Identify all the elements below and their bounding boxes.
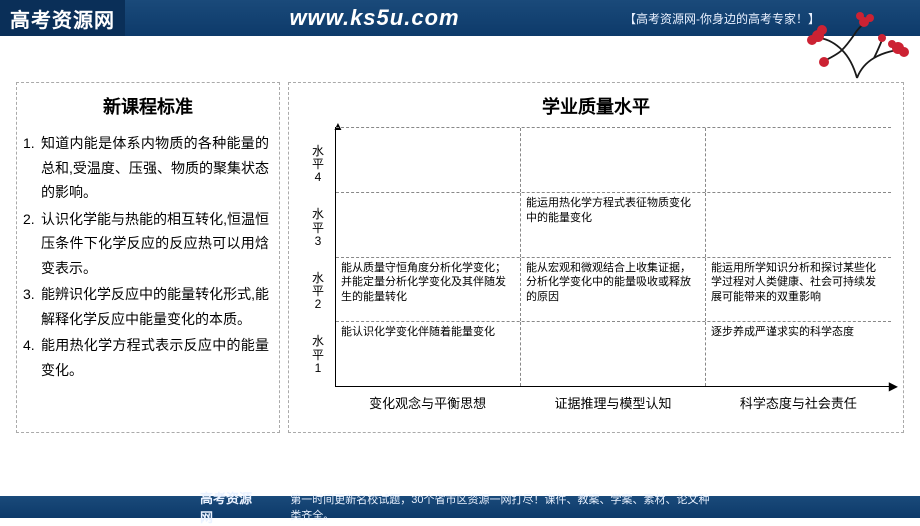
standards-list: 1. 知道内能是体系内物质的各种能量的总和,受温度、压强、物质的聚集状态的影响。… [17, 131, 279, 382]
footer: 高考资源网 第一时间更新名校试题，30个省市区资源一网打尽！课件、教案、学案、素… [0, 496, 920, 518]
quality-panel: 学业质量水平 水平4 水平3 水平2 水平1 ▲ ▶ [288, 82, 904, 433]
y-axis: 水平4 水平3 水平2 水平1 [301, 127, 335, 387]
item-number: 4. [23, 333, 41, 382]
grid-cell [521, 322, 706, 386]
footer-text: 第一时间更新名校试题，30个省市区资源一网打尽！课件、教案、学案、素材、论文种类… [290, 491, 720, 523]
standard-item: 1. 知道内能是体系内物质的各种能量的总和,受温度、压强、物质的聚集状态的影响。 [23, 131, 269, 205]
item-number: 2. [23, 207, 41, 281]
grid-cell: 能从宏观和微观结合上收集证据，分析化学变化中的能量吸收或释放的原因 [521, 258, 706, 322]
standards-title: 新课程标准 [17, 83, 279, 131]
quality-chart: 水平4 水平3 水平2 水平1 ▲ ▶ 能运用热化学方程式表征物质变化中 [301, 127, 891, 387]
content-area: 新课程标准 1. 知道内能是体系内物质的各种能量的总和,受温度、压强、物质的聚集… [0, 36, 920, 433]
site-url: www.ks5u.com [125, 5, 624, 31]
grid-cell [706, 128, 891, 192]
grid-cell: 能运用热化学方程式表征物质变化中的能量变化 [521, 193, 706, 257]
item-text: 认识化学能与热能的相互转化,恒温恒压条件下化学反应的反应热可以用焓变表示。 [41, 207, 269, 281]
grid-row-3: 能运用热化学方程式表征物质变化中的能量变化 [336, 192, 891, 257]
quality-title: 学业质量水平 [301, 83, 891, 127]
y-label-1: 水平1 [301, 324, 335, 388]
grid-cell: 能从质量守恒角度分析化学变化；并能定量分析化学变化及其伴随发生的能量转化 [336, 258, 521, 322]
plum-blossom-decoration [802, 10, 912, 80]
grid-cell: 能运用所学知识分析和探讨某些化学过程对人类健康、社会可持续发展可能带来的双重影响 [706, 258, 891, 322]
grid-cell [336, 128, 521, 192]
grid-cell: 能认识化学变化伴随着能量变化 [336, 322, 521, 386]
item-text: 知道内能是体系内物质的各种能量的总和,受温度、压强、物质的聚集状态的影响。 [41, 131, 269, 205]
standard-item: 3. 能辨识化学反应中的能量转化形式,能解释化学反应中能量变化的本质。 [23, 282, 269, 331]
standard-item: 4. 能用热化学方程式表示反应中的能量变化。 [23, 333, 269, 382]
footer-logo: 高考资源网 [200, 488, 260, 526]
item-text: 能用热化学方程式表示反应中的能量变化。 [41, 333, 269, 382]
grid-bg: ▲ ▶ 能运用热化学方程式表征物质变化中的能量变化 能从质量守恒角度分析化学变化… [335, 127, 891, 387]
x-label: 科学态度与社会责任 [706, 387, 891, 412]
x-axis: 变化观念与平衡思想 证据推理与模型认知 科学态度与社会责任 [335, 387, 891, 412]
standards-panel: 新课程标准 1. 知道内能是体系内物质的各种能量的总和,受温度、压强、物质的聚集… [16, 82, 280, 433]
grid-row-1: 能认识化学变化伴随着能量变化 逐步养成严谨求实的科学态度 [336, 321, 891, 386]
site-logo: 高考资源网 [0, 0, 125, 36]
grid-row-2: 能从质量守恒角度分析化学变化；并能定量分析化学变化及其伴随发生的能量转化 能从宏… [336, 257, 891, 322]
grid-wrap: ▲ ▶ 能运用热化学方程式表征物质变化中的能量变化 能从质量守恒角度分析化学变化… [335, 127, 891, 387]
y-label-2: 水平2 [301, 260, 335, 324]
x-label: 证据推理与模型认知 [520, 387, 705, 412]
header: 高考资源网 www.ks5u.com 【高考资源网-你身边的高考专家！】 [0, 0, 920, 36]
grid-cell: 逐步养成严谨求实的科学态度 [706, 322, 891, 386]
standard-item: 2. 认识化学能与热能的相互转化,恒温恒压条件下化学反应的反应热可以用焓变表示。 [23, 207, 269, 281]
grid-cell [706, 193, 891, 257]
item-text: 能辨识化学反应中的能量转化形式,能解释化学反应中能量变化的本质。 [41, 282, 269, 331]
grid-cell [521, 128, 706, 192]
item-number: 1. [23, 131, 41, 205]
item-number: 3. [23, 282, 41, 331]
x-label: 变化观念与平衡思想 [335, 387, 520, 412]
grid-cell [336, 193, 521, 257]
grid-row-4 [336, 127, 891, 192]
y-label-3: 水平3 [301, 197, 335, 261]
y-label-4: 水平4 [301, 133, 335, 197]
